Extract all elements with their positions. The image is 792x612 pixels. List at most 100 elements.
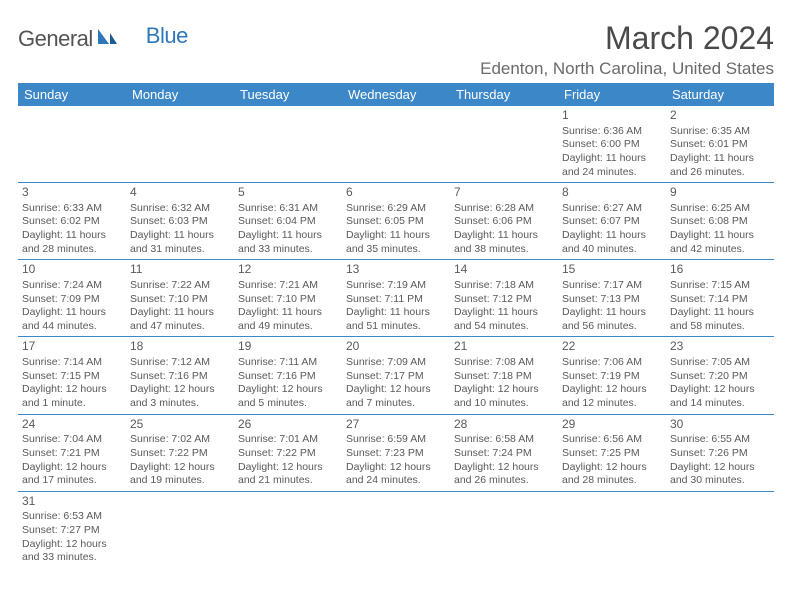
calendar-week: 1Sunrise: 6:36 AMSunset: 6:00 PMDaylight… xyxy=(18,106,774,183)
daylight-text: and 7 minutes. xyxy=(346,397,446,411)
calendar-cell: 15Sunrise: 7:17 AMSunset: 7:13 PMDayligh… xyxy=(558,260,666,337)
daylight-text: Daylight: 11 hours xyxy=(670,152,770,166)
calendar-week: 10Sunrise: 7:24 AMSunset: 7:09 PMDayligh… xyxy=(18,260,774,337)
daylight-text: and 58 minutes. xyxy=(670,320,770,334)
sunset-text: Sunset: 7:16 PM xyxy=(130,370,230,384)
calendar-week: 17Sunrise: 7:14 AMSunset: 7:15 PMDayligh… xyxy=(18,337,774,414)
daylight-text: Daylight: 11 hours xyxy=(454,229,554,243)
daylight-text: and 56 minutes. xyxy=(562,320,662,334)
calendar-cell: 31Sunrise: 6:53 AMSunset: 7:27 PMDayligh… xyxy=(18,491,126,568)
sunset-text: Sunset: 7:20 PM xyxy=(670,370,770,384)
sunrise-text: Sunrise: 7:15 AM xyxy=(670,279,770,293)
sunset-text: Sunset: 7:22 PM xyxy=(238,447,338,461)
daylight-text: Daylight: 11 hours xyxy=(238,306,338,320)
daylight-text: Daylight: 11 hours xyxy=(562,306,662,320)
daylight-text: and 51 minutes. xyxy=(346,320,446,334)
daylight-text: and 12 minutes. xyxy=(562,397,662,411)
sunset-text: Sunset: 7:12 PM xyxy=(454,293,554,307)
calendar-week: 24Sunrise: 7:04 AMSunset: 7:21 PMDayligh… xyxy=(18,414,774,491)
calendar-cell: 2Sunrise: 6:35 AMSunset: 6:01 PMDaylight… xyxy=(666,106,774,183)
daylight-text: and 47 minutes. xyxy=(130,320,230,334)
daylight-text: and 24 minutes. xyxy=(346,474,446,488)
calendar-cell: 7Sunrise: 6:28 AMSunset: 6:06 PMDaylight… xyxy=(450,183,558,260)
daylight-text: Daylight: 12 hours xyxy=(130,461,230,475)
day-header-row: Sunday Monday Tuesday Wednesday Thursday… xyxy=(18,83,774,106)
sunrise-text: Sunrise: 6:32 AM xyxy=(130,202,230,216)
sunrise-text: Sunrise: 7:22 AM xyxy=(130,279,230,293)
calendar-cell: 26Sunrise: 7:01 AMSunset: 7:22 PMDayligh… xyxy=(234,414,342,491)
calendar-cell xyxy=(234,106,342,183)
calendar-cell xyxy=(234,491,342,568)
day-number: 14 xyxy=(454,262,554,278)
sunrise-text: Sunrise: 7:09 AM xyxy=(346,356,446,370)
calendar-cell xyxy=(450,106,558,183)
month-title: March 2024 xyxy=(480,20,774,57)
sunrise-text: Sunrise: 7:24 AM xyxy=(22,279,122,293)
day-number: 12 xyxy=(238,262,338,278)
daylight-text: Daylight: 11 hours xyxy=(22,229,122,243)
daylight-text: and 28 minutes. xyxy=(22,243,122,257)
daylight-text: and 10 minutes. xyxy=(454,397,554,411)
sunset-text: Sunset: 7:21 PM xyxy=(22,447,122,461)
day-number: 22 xyxy=(562,339,662,355)
sunrise-text: Sunrise: 6:28 AM xyxy=(454,202,554,216)
day-header: Thursday xyxy=(450,83,558,106)
logo-text-blue: Blue xyxy=(146,23,188,49)
day-number: 5 xyxy=(238,185,338,201)
sunset-text: Sunset: 7:14 PM xyxy=(670,293,770,307)
sunrise-text: Sunrise: 6:55 AM xyxy=(670,433,770,447)
daylight-text: Daylight: 11 hours xyxy=(346,306,446,320)
daylight-text: Daylight: 12 hours xyxy=(562,383,662,397)
day-number: 2 xyxy=(670,108,770,124)
sunset-text: Sunset: 6:04 PM xyxy=(238,215,338,229)
daylight-text: and 19 minutes. xyxy=(130,474,230,488)
sunset-text: Sunset: 7:13 PM xyxy=(562,293,662,307)
sunset-text: Sunset: 7:16 PM xyxy=(238,370,338,384)
daylight-text: and 1 minute. xyxy=(22,397,122,411)
day-header: Wednesday xyxy=(342,83,450,106)
calendar-cell: 16Sunrise: 7:15 AMSunset: 7:14 PMDayligh… xyxy=(666,260,774,337)
calendar-cell: 12Sunrise: 7:21 AMSunset: 7:10 PMDayligh… xyxy=(234,260,342,337)
calendar-cell: 4Sunrise: 6:32 AMSunset: 6:03 PMDaylight… xyxy=(126,183,234,260)
daylight-text: Daylight: 12 hours xyxy=(22,461,122,475)
day-header: Friday xyxy=(558,83,666,106)
sunrise-text: Sunrise: 6:27 AM xyxy=(562,202,662,216)
sunrise-text: Sunrise: 7:06 AM xyxy=(562,356,662,370)
header: General Blue March 2024 Edenton, North C… xyxy=(18,20,774,79)
calendar-cell xyxy=(342,106,450,183)
daylight-text: Daylight: 11 hours xyxy=(346,229,446,243)
calendar-cell: 30Sunrise: 6:55 AMSunset: 7:26 PMDayligh… xyxy=(666,414,774,491)
daylight-text: Daylight: 12 hours xyxy=(130,383,230,397)
daylight-text: Daylight: 11 hours xyxy=(130,306,230,320)
sunset-text: Sunset: 6:02 PM xyxy=(22,215,122,229)
day-number: 8 xyxy=(562,185,662,201)
daylight-text: Daylight: 11 hours xyxy=(130,229,230,243)
daylight-text: and 42 minutes. xyxy=(670,243,770,257)
daylight-text: Daylight: 12 hours xyxy=(562,461,662,475)
sunrise-text: Sunrise: 7:12 AM xyxy=(130,356,230,370)
sunrise-text: Sunrise: 7:04 AM xyxy=(22,433,122,447)
daylight-text: Daylight: 11 hours xyxy=(562,229,662,243)
daylight-text: Daylight: 12 hours xyxy=(22,538,122,552)
sunrise-text: Sunrise: 6:36 AM xyxy=(562,125,662,139)
sunset-text: Sunset: 7:10 PM xyxy=(130,293,230,307)
calendar-cell xyxy=(450,491,558,568)
calendar-cell: 29Sunrise: 6:56 AMSunset: 7:25 PMDayligh… xyxy=(558,414,666,491)
sunrise-text: Sunrise: 6:33 AM xyxy=(22,202,122,216)
sunset-text: Sunset: 6:06 PM xyxy=(454,215,554,229)
day-number: 9 xyxy=(670,185,770,201)
calendar-table: Sunday Monday Tuesday Wednesday Thursday… xyxy=(18,83,774,568)
daylight-text: and 31 minutes. xyxy=(130,243,230,257)
daylight-text: Daylight: 12 hours xyxy=(454,383,554,397)
sunrise-text: Sunrise: 7:08 AM xyxy=(454,356,554,370)
calendar-cell: 1Sunrise: 6:36 AMSunset: 6:00 PMDaylight… xyxy=(558,106,666,183)
day-number: 20 xyxy=(346,339,446,355)
sunset-text: Sunset: 6:08 PM xyxy=(670,215,770,229)
logo: General Blue xyxy=(18,26,188,52)
day-number: 4 xyxy=(130,185,230,201)
calendar-cell: 9Sunrise: 6:25 AMSunset: 6:08 PMDaylight… xyxy=(666,183,774,260)
day-header: Tuesday xyxy=(234,83,342,106)
calendar-cell: 17Sunrise: 7:14 AMSunset: 7:15 PMDayligh… xyxy=(18,337,126,414)
calendar-cell: 10Sunrise: 7:24 AMSunset: 7:09 PMDayligh… xyxy=(18,260,126,337)
day-number: 6 xyxy=(346,185,446,201)
